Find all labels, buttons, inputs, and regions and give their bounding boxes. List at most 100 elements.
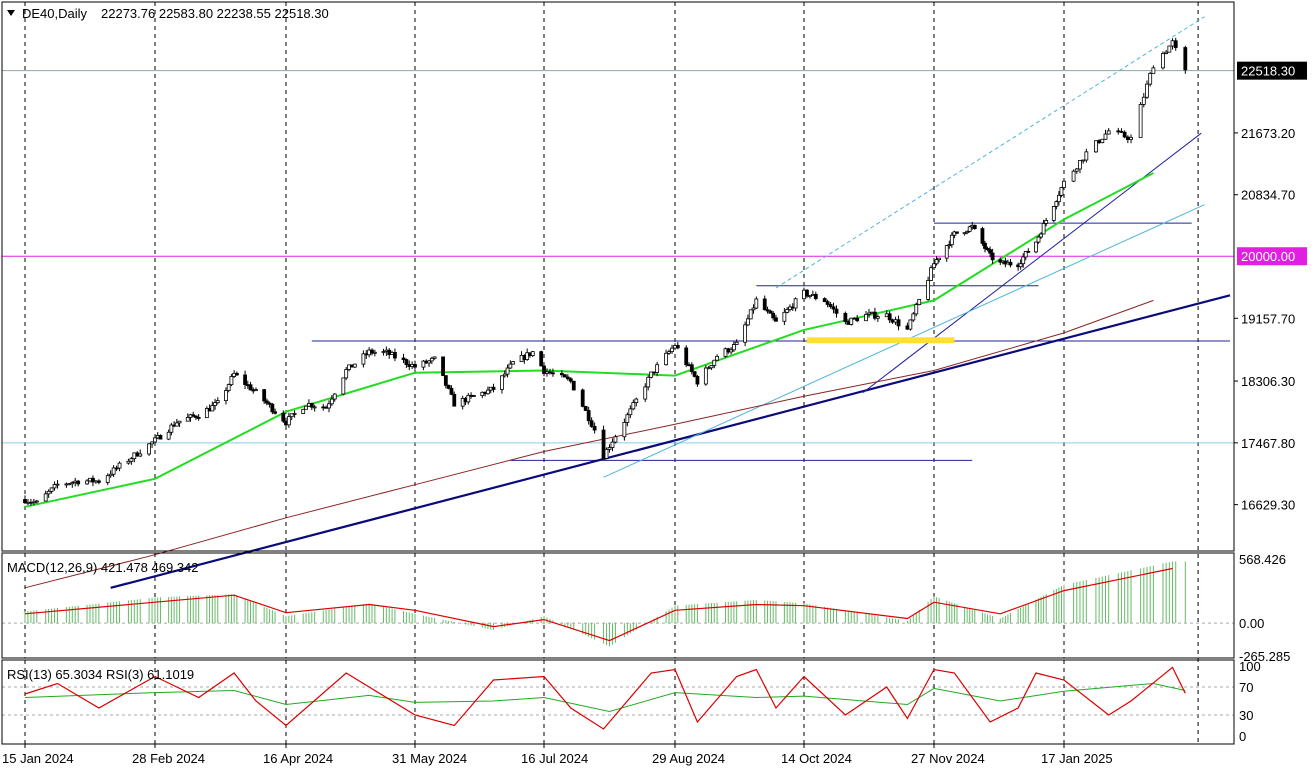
- price-pane[interactable]: 22518.30 20000.00 16629.30 17467.80 18306.…: [2, 2, 1307, 744]
- level-badge: 20000.00: [1237, 247, 1307, 266]
- candle-body: [932, 263, 936, 269]
- candle-body: [34, 500, 39, 503]
- candle-body: [1071, 170, 1076, 182]
- candle-body: [929, 267, 933, 281]
- macd-tick-label: -265.285: [1239, 649, 1290, 664]
- rsi13-line: [24, 682, 1186, 713]
- level-label: 20000.00: [1241, 249, 1295, 264]
- candle-body: [147, 443, 151, 455]
- rsi-tick-label: 70: [1239, 680, 1253, 695]
- candle-body: [947, 244, 952, 247]
- candle-body: [887, 313, 892, 321]
- candle-body: [1141, 96, 1146, 105]
- candle-body: [177, 420, 182, 424]
- candle-body: [675, 345, 680, 349]
- candle-body: [1151, 67, 1156, 74]
- candle-body: [466, 394, 471, 403]
- candle-body: [890, 319, 895, 323]
- rsi-pane[interactable]: 100 70 30 0 RSI(13) 65.3034 RSI(3) 61.1019: [2, 659, 1261, 744]
- candle-body: [852, 317, 857, 320]
- candle-body: [96, 480, 101, 483]
- macd-tick-label: 568.426: [1239, 552, 1286, 567]
- candle-body: [452, 393, 457, 407]
- candle-body: [1041, 223, 1046, 235]
- candle-body: [88, 477, 92, 482]
- candle-body: [831, 306, 836, 310]
- candle-body: [262, 389, 267, 402]
- candle-body: [539, 351, 544, 367]
- candle-body: [604, 448, 609, 459]
- candle-body: [471, 395, 476, 397]
- candle-body: [771, 312, 776, 319]
- long-trend-line[interactable]: [110, 294, 1231, 589]
- moving-average-line[interactable]: [24, 299, 1154, 589]
- candle-body: [684, 347, 689, 366]
- time-tick-label: 15 Jan 2024: [2, 751, 74, 766]
- candle-body: [286, 416, 291, 426]
- candle-body: [91, 477, 95, 483]
- candle-body: [153, 437, 157, 443]
- candles: [23, 37, 1188, 506]
- candle-body: [138, 453, 143, 457]
- candle-body: [429, 357, 434, 362]
- candle-body: [304, 405, 308, 410]
- candle-body: [1183, 47, 1188, 71]
- candle-body: [341, 377, 346, 395]
- candle-body: [834, 308, 839, 314]
- candle-body: [281, 412, 286, 422]
- candle-body: [643, 386, 648, 400]
- candle-body: [802, 289, 806, 300]
- candle-body: [1078, 160, 1082, 170]
- candle-body: [664, 352, 668, 366]
- candle-body: [709, 364, 714, 369]
- candle-body: [150, 441, 154, 445]
- candle-body: [1057, 194, 1061, 203]
- candle-body: [559, 372, 564, 376]
- candle-body: [432, 356, 437, 359]
- time-tick-label: 31 May 2024: [392, 751, 467, 766]
- candle-body: [229, 376, 234, 386]
- candle-body: [194, 415, 198, 418]
- candle-body: [751, 307, 756, 311]
- candle-body: [166, 431, 171, 440]
- candle-body: [864, 313, 868, 322]
- candle-body: [117, 462, 122, 469]
- candle-body: [301, 408, 306, 414]
- candle-body: [1145, 83, 1149, 98]
- macd-tick-label: 0.00: [1239, 616, 1264, 631]
- time-tick-label: 29 Aug 2024: [652, 751, 725, 766]
- candle-body: [85, 480, 89, 485]
- candle-body: [908, 319, 913, 330]
- highlight-zone[interactable]: [806, 337, 955, 344]
- candle-body: [185, 417, 190, 422]
- price-tick-label: 19157.70: [1241, 311, 1295, 326]
- candle-body: [849, 317, 854, 325]
- candle-body: [1034, 241, 1038, 253]
- channel-line[interactable]: [775, 16, 1205, 289]
- candle-body: [1106, 130, 1111, 135]
- macd-pane[interactable]: 568.426 0.00 -265.285 MACD(12,26,9) 421.47…: [2, 552, 1290, 664]
- candle-body: [965, 230, 970, 234]
- candle-body: [884, 313, 889, 318]
- candle-body: [1026, 250, 1031, 253]
- macd-histogram: [24, 561, 1186, 647]
- candle-body: [1044, 220, 1049, 224]
- time-tick-label: 17 Jan 2025: [1041, 751, 1113, 766]
- candle-body: [855, 317, 860, 322]
- candle-body: [511, 361, 516, 365]
- candle-body: [273, 411, 277, 414]
- time-tick-label: 27 Nov 2024: [911, 751, 985, 766]
- candle-body: [267, 402, 272, 405]
- pane-borders: [1, 1, 1235, 745]
- candle-body: [292, 413, 297, 415]
- candle-body: [962, 232, 967, 235]
- rsi-tick-label: 0: [1239, 729, 1246, 744]
- candle-body: [226, 384, 231, 391]
- candle-body: [689, 364, 694, 373]
- candle-body: [914, 304, 919, 315]
- candle-body: [413, 364, 417, 368]
- candle-body: [329, 398, 334, 405]
- collapse-triangle-icon[interactable]: [7, 10, 15, 16]
- candle-body: [545, 371, 549, 374]
- candle-body: [649, 371, 654, 378]
